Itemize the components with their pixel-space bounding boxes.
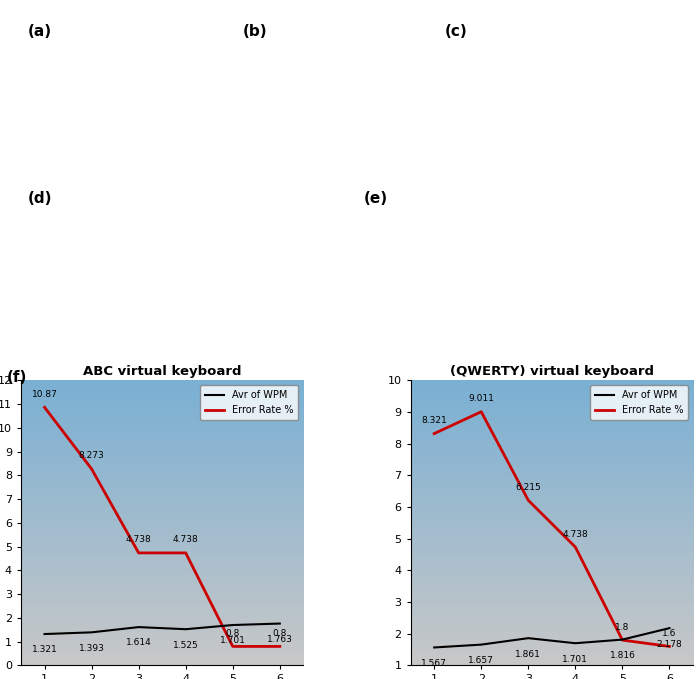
Text: (d): (d) xyxy=(28,191,52,206)
Text: 6.215: 6.215 xyxy=(515,483,541,492)
Text: (e): (e) xyxy=(364,191,388,206)
Text: 2.178: 2.178 xyxy=(657,640,682,648)
Title: (QWERTY) virtual keyboard: (QWERTY) virtual keyboard xyxy=(450,365,654,378)
Text: 0.8: 0.8 xyxy=(225,629,240,638)
Text: 1.393: 1.393 xyxy=(78,644,104,653)
Text: 1.657: 1.657 xyxy=(468,656,494,665)
Text: (a): (a) xyxy=(28,24,52,39)
Text: 1.701: 1.701 xyxy=(562,655,588,663)
Text: 8.321: 8.321 xyxy=(421,416,447,425)
Text: 1.763: 1.763 xyxy=(267,635,293,644)
Text: 1.567: 1.567 xyxy=(421,659,447,668)
Text: 1.614: 1.614 xyxy=(126,638,151,648)
Legend: Avr of WPM, Error Rate %: Avr of WPM, Error Rate % xyxy=(200,385,298,420)
Text: (c): (c) xyxy=(444,24,467,39)
Text: 8.273: 8.273 xyxy=(78,452,104,460)
Text: 1.861: 1.861 xyxy=(515,650,541,659)
Text: 4.738: 4.738 xyxy=(563,530,588,538)
Text: 1.321: 1.321 xyxy=(32,646,57,655)
Text: 4.738: 4.738 xyxy=(173,535,199,545)
Text: 1.816: 1.816 xyxy=(610,651,636,660)
Text: 1.701: 1.701 xyxy=(220,636,246,646)
Title: ABC virtual keyboard: ABC virtual keyboard xyxy=(83,365,241,378)
Text: 9.011: 9.011 xyxy=(468,394,494,403)
Legend: Avr of WPM, Error Rate %: Avr of WPM, Error Rate % xyxy=(589,385,688,420)
Text: 1.525: 1.525 xyxy=(173,640,199,650)
Text: 10.87: 10.87 xyxy=(32,390,57,399)
Text: 1.8: 1.8 xyxy=(615,623,629,631)
Text: (b): (b) xyxy=(243,24,267,39)
Text: (f): (f) xyxy=(7,370,27,385)
Text: 4.738: 4.738 xyxy=(126,535,151,545)
Text: 0.8: 0.8 xyxy=(272,629,287,638)
Text: 1.6: 1.6 xyxy=(662,629,677,638)
